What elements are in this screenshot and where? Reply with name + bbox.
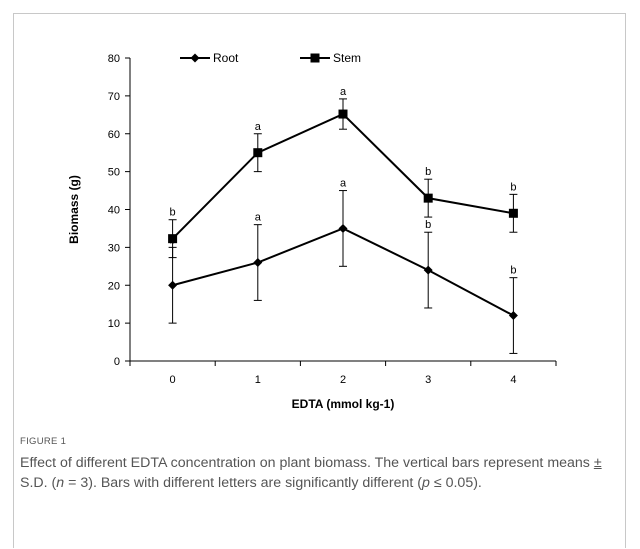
biomass-chart: 0 10 20 30 40 50 60 70 80 0 1 2 3 4 EDTA (mmol kg-1) Bi… <box>67 51 557 411</box>
x-tick-label: 4 <box>510 374 516 386</box>
y-tick-label: 50 <box>108 167 120 179</box>
x-tick-label: 0 <box>170 374 176 386</box>
x-tick-label: 3 <box>425 374 431 386</box>
y-tick-label: 60 <box>108 129 120 141</box>
data-point <box>508 208 518 218</box>
significance-letter: a <box>340 178 347 190</box>
data-point <box>338 109 348 119</box>
figure-label: FIGURE 1 <box>20 436 67 447</box>
x-tick-label: 1 <box>255 374 261 386</box>
data-point <box>423 193 433 203</box>
legend-label: Stem <box>333 51 361 65</box>
y-tick-label: 80 <box>108 53 120 65</box>
data-point <box>168 280 178 290</box>
significance-letter: a <box>340 86 347 98</box>
significance-letter: b <box>510 181 516 193</box>
significance-letter: a <box>255 121 262 133</box>
significance-letter: b <box>425 166 431 178</box>
caption-part-1: Effect of different EDTA concentration o… <box>20 455 594 471</box>
data-point <box>168 234 178 244</box>
figure-frame <box>13 13 626 548</box>
y-tick-label: 70 <box>108 91 120 103</box>
caption-pm-symbol: ± <box>593 455 602 471</box>
data-point <box>508 311 518 321</box>
y-axis-title: Biomass (g) <box>67 175 81 244</box>
series-root: b a a b b <box>168 178 518 354</box>
y-tick-label: 40 <box>108 205 120 217</box>
data-point <box>423 265 433 275</box>
x-tick-label: 2 <box>340 374 346 386</box>
legend-marker <box>190 53 200 63</box>
significance-letter: b <box>425 219 431 231</box>
y-tick-label: 30 <box>108 242 120 254</box>
significance-letter: b <box>170 207 176 219</box>
caption-p-symbol: p <box>422 475 430 491</box>
data-point <box>253 258 263 268</box>
data-point <box>253 148 263 158</box>
caption-part-4: ≤ 0.05). <box>429 475 482 491</box>
y-tick-label: 0 <box>114 356 120 368</box>
y-tick-label: 10 <box>108 318 120 330</box>
y-tick-label: 20 <box>108 280 120 292</box>
caption-n-symbol: n <box>56 475 65 491</box>
significance-letter: b <box>510 265 516 277</box>
x-axis-title: EDTA (mmol kg-1) <box>292 397 395 411</box>
figure-caption: Effect of different EDTA concentration o… <box>20 453 620 493</box>
significance-letter: a <box>255 212 262 224</box>
legend-label: Root <box>213 51 239 65</box>
data-point <box>338 223 348 233</box>
caption-part-3: = 3). Bars with different letters are si… <box>64 475 423 491</box>
series-stem: b a a b b <box>168 86 518 259</box>
caption-part-2: S.D. ( <box>20 475 57 491</box>
legend-marker <box>310 53 320 63</box>
